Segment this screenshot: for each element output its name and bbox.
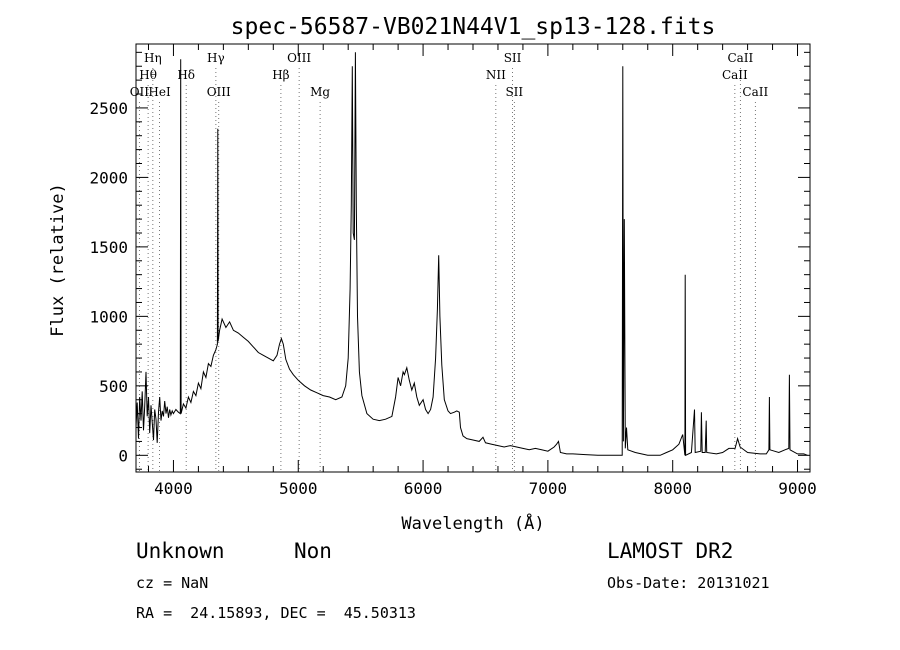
line-marker-label: Hγ [207, 51, 225, 65]
line-marker-label: Hη [144, 51, 162, 65]
y-tick-label: 1500 [89, 238, 128, 257]
line-marker-label: Hβ [272, 68, 289, 82]
line-marker-label: OIII [287, 51, 311, 65]
line-marker-label: OIII [207, 85, 231, 99]
y-tick-label: 1000 [89, 307, 128, 326]
axes: 4000 5000 6000 7000 8000 9000 0 500 1000 1500 2000… [89, 44, 817, 498]
y-tick-label: 2000 [89, 168, 128, 187]
x-tick-label: 4000 [154, 479, 193, 498]
survey-label: LAMOST DR2 [607, 539, 734, 563]
y-tick-label: 500 [99, 377, 128, 396]
line-marker-label: Hδ [177, 68, 195, 82]
obsdate-label: Obs-Date: 20131021 [607, 574, 770, 592]
line-marker-label: OII [130, 85, 150, 99]
coordinates-label: RA = 24.15893, DEC = 45.50313 [136, 604, 416, 622]
x-tick-label: 9000 [778, 479, 817, 498]
chart-title: spec-56587-VB021N44V1_sp13-128.fits [231, 14, 716, 40]
y-tick-label: 2500 [89, 99, 128, 118]
line-markers: Hη Hθ OII HeI Hδ Hγ OIII OIII Hβ Mg SII NII SII CaII C… [130, 51, 768, 472]
line-marker-label: CaII [742, 85, 768, 99]
line-marker-label: HeI [148, 85, 171, 99]
plot-frame [135, 43, 811, 473]
series-spectrum [135, 52, 808, 457]
y-axis-label: Flux (relative) [48, 183, 68, 337]
x-tick-label: 8000 [653, 479, 692, 498]
line-marker-label: CaII [722, 68, 748, 82]
x-tick-label: 5000 [279, 479, 318, 498]
line-marker-label: NII [486, 68, 506, 82]
x-tick-label: 6000 [404, 479, 443, 498]
class-label: Unknown [136, 539, 225, 563]
subclass-label: Non [294, 539, 332, 563]
redshift-label: cz = NaN [136, 574, 209, 592]
line-marker-label: SII [505, 85, 523, 99]
x-axis-label: Wavelength (Å) [401, 512, 544, 534]
line-marker-label: Mg [310, 85, 330, 99]
line-marker-label: CaII [727, 51, 753, 65]
x-tick-label: 7000 [529, 479, 568, 498]
line-marker-label: Hθ [139, 68, 157, 82]
y-tick-label: 0 [118, 446, 128, 465]
line-marker-label: SII [504, 51, 522, 65]
